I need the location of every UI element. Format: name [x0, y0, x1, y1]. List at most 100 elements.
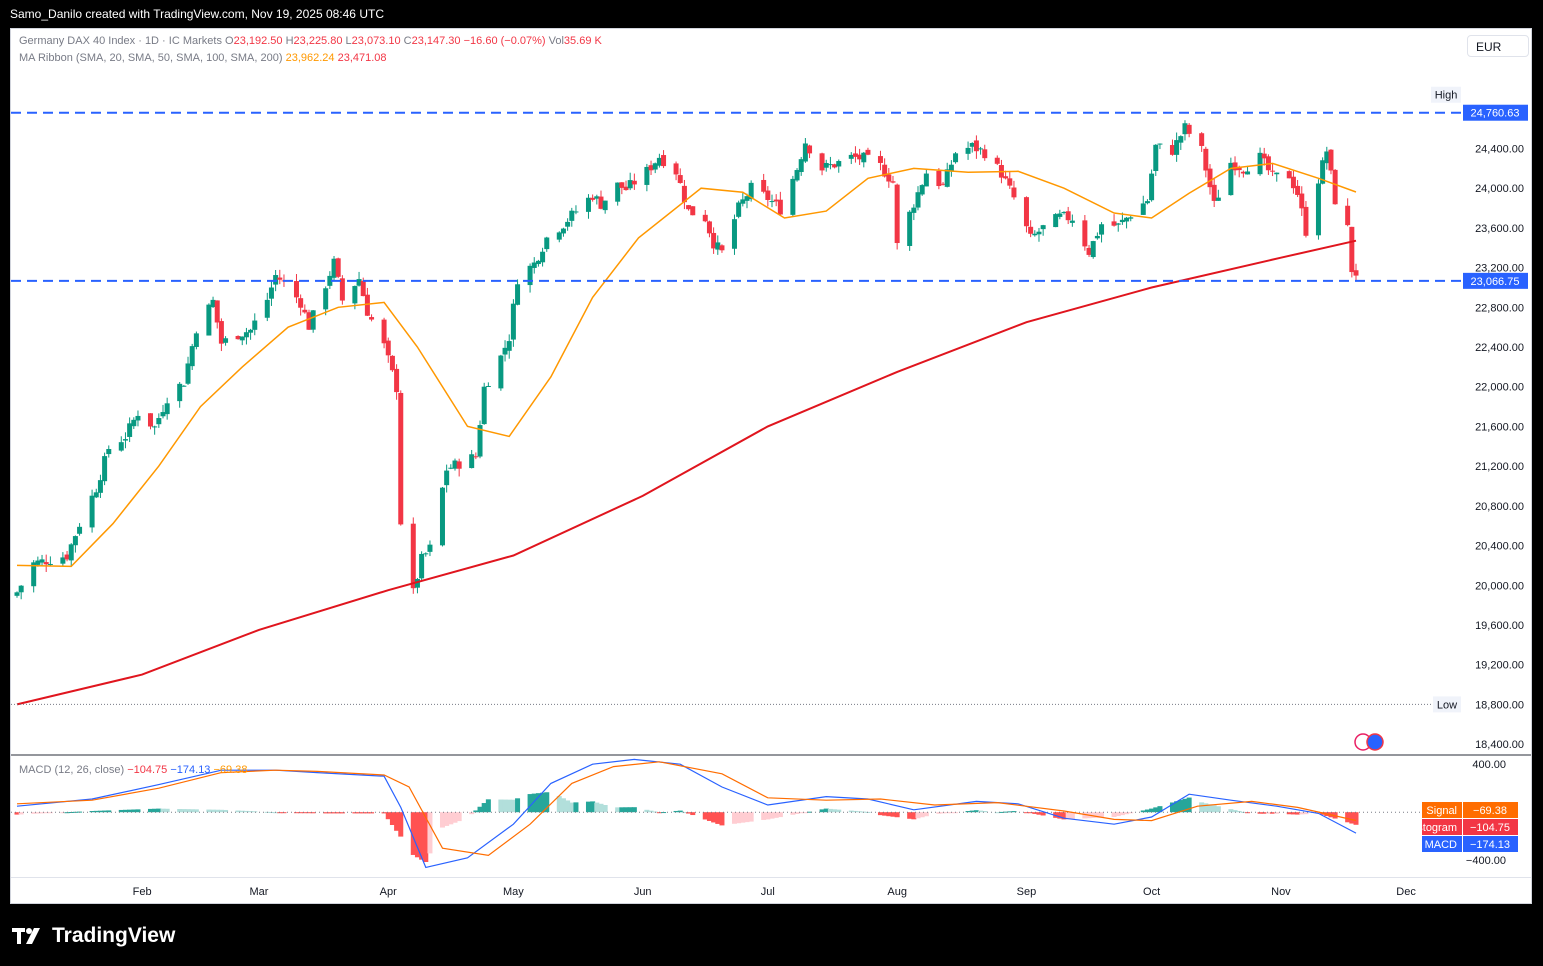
- macd-tick-label: −400.00: [1466, 855, 1506, 867]
- candle-body: [268, 287, 274, 299]
- macd-histogram-bar: [47, 812, 53, 814]
- macd-tag-name-bg: [1422, 802, 1462, 818]
- y-tick-label: 24,000.00: [1475, 183, 1524, 195]
- macd-histogram-bar: [1211, 805, 1217, 813]
- candle-body: [1178, 136, 1184, 143]
- ma-ribbon-label[interactable]: MA Ribbon (SMA, 20, SMA, 50, SMA, 100, S…: [19, 52, 283, 64]
- high-label: High: [1435, 90, 1458, 102]
- candle-body: [1040, 225, 1046, 230]
- macd-histogram-bar: [1065, 812, 1071, 820]
- macd-histogram-bar: [1228, 809, 1234, 813]
- macd-histogram-bar: [736, 812, 742, 824]
- macd-histogram-bar: [18, 812, 24, 815]
- candle-body: [1086, 247, 1092, 255]
- candle-body: [594, 196, 600, 199]
- macd-histogram-bar: [152, 808, 158, 813]
- candle-body: [832, 164, 838, 168]
- candle-body: [948, 164, 954, 172]
- candle-body: [978, 148, 984, 150]
- candle-body: [623, 186, 629, 191]
- candle-body: [1328, 149, 1334, 171]
- x-tick-label: Jul: [761, 886, 775, 898]
- macd-histogram-bar: [807, 811, 813, 813]
- macd-tag-name: Histogram: [1407, 822, 1457, 834]
- candle-body: [1261, 153, 1267, 159]
- macd-tag-value-bg: [1463, 819, 1518, 835]
- y-tick-label: 21,600.00: [1475, 421, 1524, 433]
- macd-histogram-bar: [1061, 812, 1067, 820]
- candle-body: [823, 162, 829, 168]
- macd-histogram-bar: [827, 808, 833, 813]
- candle-body: [360, 280, 366, 297]
- candle-body: [1353, 270, 1359, 276]
- candle-body: [485, 385, 491, 387]
- candle-body: [77, 526, 83, 534]
- currency-button[interactable]: EUR: [1467, 35, 1529, 57]
- candle-body: [877, 156, 883, 163]
- macd-tag-name-bg: [1422, 819, 1462, 835]
- candle-body: [1036, 231, 1042, 235]
- candle-body: [189, 346, 195, 367]
- symbol-name[interactable]: Germany DAX 40 Index · 1D · IC Markets: [19, 35, 222, 47]
- macd-histogram-bar: [135, 809, 141, 813]
- candle-body: [819, 153, 825, 171]
- candle-body: [89, 495, 95, 528]
- candle-body: [35, 560, 41, 565]
- macd-histogram-bar: [1057, 812, 1063, 819]
- macd-histogram-bar: [1353, 812, 1359, 825]
- macd-histogram-bar: [1349, 812, 1355, 824]
- macd-histogram-bar: [540, 792, 546, 813]
- macd-histogram-bar: [1295, 812, 1301, 815]
- macd-histogram-bar: [1286, 812, 1292, 815]
- candle-body: [502, 347, 508, 355]
- candle-body: [1270, 170, 1276, 172]
- candle-body: [135, 415, 141, 421]
- macd-histogram-bar: [235, 810, 241, 813]
- candle-body: [385, 340, 391, 356]
- macd-histogram-bar: [122, 809, 128, 813]
- high-label: H: [285, 35, 294, 47]
- macd-histogram-bar: [877, 812, 883, 816]
- candle-body: [414, 578, 420, 588]
- chart-frame[interactable]: 18,400.00 18,800.00 19,200.00 19,600.00 20,0…: [10, 28, 1532, 904]
- macd-histogram-bar: [535, 793, 541, 813]
- macd-histogram-bar: [481, 803, 487, 813]
- macd-label[interactable]: MACD (12, 26, close): [19, 764, 125, 776]
- macd-histogram-bar: [1265, 812, 1271, 814]
- candle-body: [936, 170, 942, 187]
- macd-histogram-bar: [89, 811, 95, 813]
- candle-body: [1349, 226, 1355, 273]
- macd-histogram-bar: [719, 812, 725, 826]
- macd-histogram-bar: [940, 812, 946, 814]
- candle-body: [352, 286, 358, 304]
- candle-body: [790, 178, 796, 215]
- low-label-bg: [1433, 696, 1461, 713]
- candle-body: [656, 157, 662, 166]
- candle-body: [31, 562, 37, 587]
- macd-histogram-bar: [293, 812, 299, 814]
- macd-histogram-bar: [498, 799, 504, 813]
- candle-body: [848, 154, 854, 159]
- candle-body: [1149, 173, 1155, 201]
- macd-histogram-bar: [848, 810, 854, 813]
- candle-body: [1199, 133, 1205, 146]
- price-chart[interactable]: 18,400.00 18,800.00 19,200.00 19,600.00 20,0…: [11, 29, 1531, 903]
- candle-body: [389, 355, 395, 371]
- candle-body: [1028, 226, 1034, 234]
- support-value: 23,066.75: [1471, 276, 1520, 288]
- macd-histogram-bar: [715, 812, 721, 824]
- macd-histogram-bar: [894, 812, 900, 818]
- macd-histogram-bar: [252, 811, 258, 813]
- macd-tag-name-bg: [1422, 836, 1462, 852]
- macd-histogram-bar: [890, 812, 896, 817]
- candle-body: [1157, 143, 1163, 145]
- x-tick-label: Feb: [133, 886, 152, 898]
- macd-histogram-bar: [998, 811, 1004, 813]
- candle-body: [1240, 171, 1246, 174]
- macd-histogram-bar: [1011, 811, 1017, 813]
- candle-body: [911, 207, 917, 213]
- low-label: Low: [1437, 699, 1457, 711]
- candle-body: [448, 467, 454, 469]
- macd-histogram-bar: [1207, 804, 1213, 813]
- candle-body: [331, 258, 337, 278]
